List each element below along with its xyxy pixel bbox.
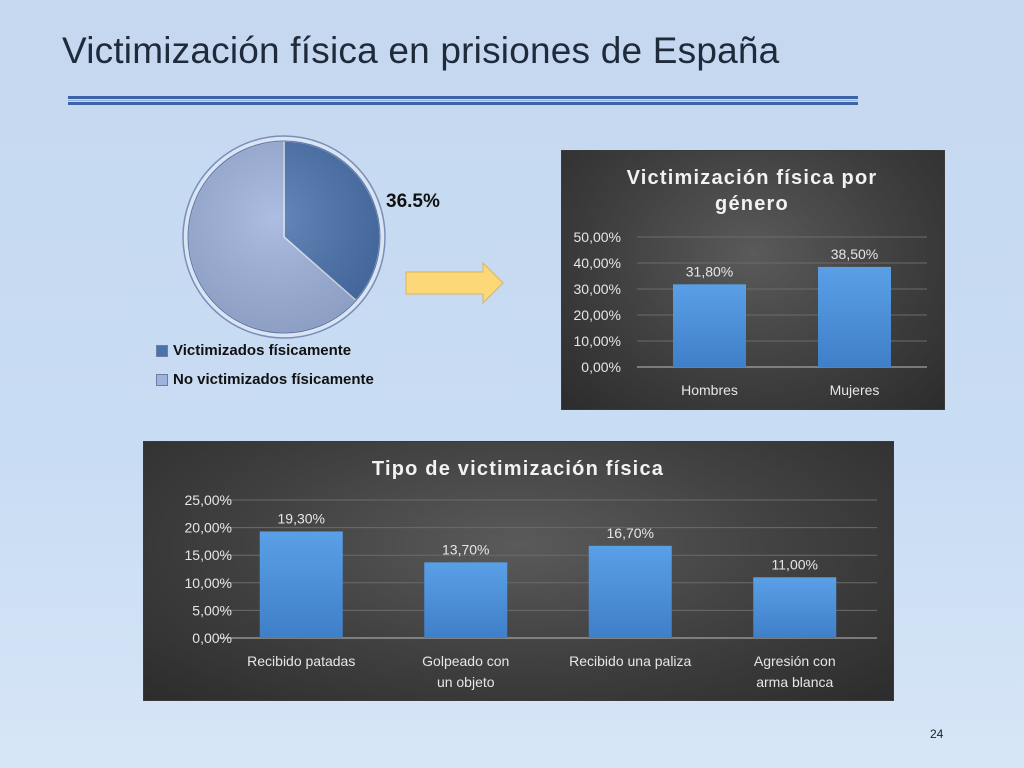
y-tick-label: 15,00% (185, 547, 232, 563)
legend-item-not-victimized: No victimizados físicamente (156, 365, 374, 394)
chart-title: género (715, 193, 789, 215)
bar (818, 266, 891, 367)
y-tick-label: 30,00% (574, 281, 621, 297)
x-tick-label: Hombres (681, 382, 738, 398)
type-bar-chart: Tipo de victimización física 0,00% 5,00% 10… (143, 441, 894, 701)
legend-label: No victimizados físicamente (173, 371, 374, 388)
right-arrow-icon (405, 262, 504, 304)
data-label: 19,30% (278, 510, 325, 526)
data-label: 11,00% (772, 556, 818, 572)
x-tick-label: arma blanca (756, 674, 833, 690)
legend-swatch-victimized (156, 344, 168, 357)
legend-item-victimized: Victimizados físicamente (156, 336, 374, 365)
x-tick-label: Agresión con (754, 653, 836, 669)
x-tick-label: Golpeado con (422, 653, 509, 669)
pie-chart (182, 135, 386, 339)
pie-data-label: 36.5% (386, 191, 440, 212)
page-number: 24 (930, 727, 944, 741)
pie-legend: Victimizados físicamente No victimizados… (156, 336, 374, 394)
legend-swatch-not-victimized (156, 373, 168, 386)
x-tick-label: un objeto (437, 674, 495, 690)
bar (588, 545, 672, 638)
y-tick-label: 20,00% (574, 307, 621, 323)
y-tick-label: 40,00% (574, 255, 621, 271)
arrow-shape (405, 262, 504, 304)
data-label: 31,80% (686, 263, 733, 279)
page-title: Victimización física en prisiones de Esp… (62, 30, 780, 71)
x-tick-label: Recibido patadas (247, 653, 355, 669)
x-tick-label: Mujeres (830, 382, 880, 398)
y-tick-label: 20,00% (185, 520, 232, 536)
chart-title: Tipo de victimización física (372, 458, 664, 480)
data-label: 16,70% (607, 525, 654, 541)
y-tick-label: 5,00% (192, 602, 232, 618)
y-tick-label: 10,00% (574, 333, 621, 349)
data-label: 13,70% (442, 541, 489, 557)
legend-label: Victimizados físicamente (173, 342, 352, 359)
bar (753, 577, 837, 638)
title-divider (68, 96, 858, 105)
y-tick-label: 50,00% (574, 229, 621, 245)
gender-bar-chart: Victimización física por género 0,00% 10,00… (561, 150, 945, 410)
y-tick-label: 0,00% (192, 630, 232, 646)
bar (259, 531, 343, 638)
x-tick-label: Recibido una paliza (569, 653, 691, 669)
bar (424, 562, 508, 638)
chart-title: Victimización física por (627, 167, 878, 189)
y-tick-label: 10,00% (185, 575, 232, 591)
y-tick-label: 25,00% (185, 492, 232, 508)
data-label: 38,50% (831, 246, 878, 262)
y-tick-label: 0,00% (581, 359, 621, 375)
bar (673, 284, 746, 367)
